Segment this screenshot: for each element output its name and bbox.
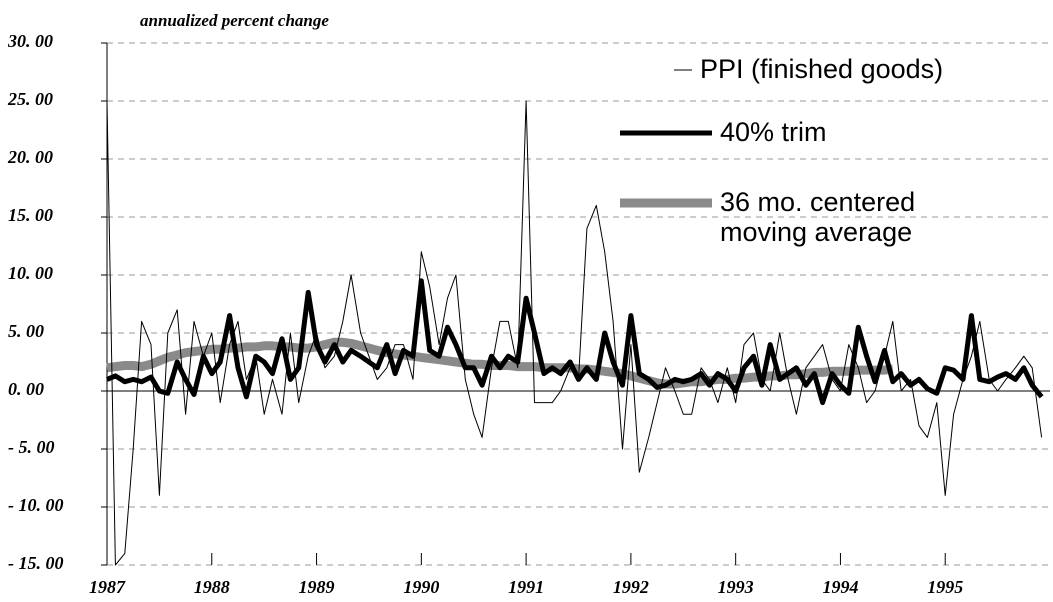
x-tick-label: 1989	[299, 577, 335, 597]
y-tick-label: 0. 00	[8, 379, 44, 399]
series-line	[106, 278, 1044, 406]
y-tick-label: 20. 00	[7, 147, 53, 167]
x-tick-label: 1988	[194, 577, 230, 597]
x-tick-label: 1987	[89, 577, 126, 597]
y-tick-label: 10. 00	[8, 263, 53, 283]
x-tick-label: 1992	[613, 577, 649, 597]
x-tick-label: 1994	[822, 577, 858, 597]
y-tick-label: 30. 00	[7, 31, 53, 51]
legend-label: 40% trim	[720, 117, 827, 147]
y-tick-label: - 10. 00	[8, 495, 64, 515]
y-tick-label: 15. 00	[8, 205, 53, 225]
y-tick-label: - 5. 00	[8, 437, 55, 457]
x-tick-label: 1990	[403, 577, 439, 597]
x-tick-label: 1991	[508, 577, 544, 597]
y-tick-label: 25. 00	[7, 89, 53, 109]
y-tick-label: - 15. 00	[8, 553, 64, 573]
x-tick-label: 1995	[927, 577, 963, 597]
legend-label: 36 mo. centered moving average	[720, 187, 916, 247]
x-tick-label: 1993	[718, 577, 754, 597]
y-tick-label: 5. 00	[8, 321, 44, 341]
chart-title: annualized percent change	[140, 11, 329, 30]
legend-label: PPI (finished goods)	[700, 54, 944, 84]
